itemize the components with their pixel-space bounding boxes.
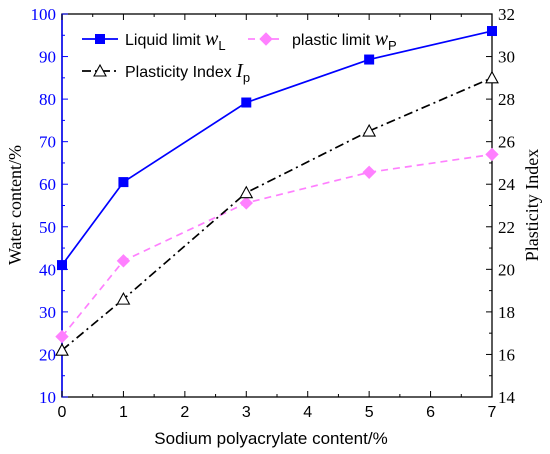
data-point (364, 54, 375, 65)
legend-label-subscript: p (243, 70, 250, 85)
data-point (57, 260, 67, 271)
y-left-tick-label: 80 (39, 90, 56, 109)
y-right-tick-label: 18 (498, 303, 515, 322)
x-tick-label: 6 (426, 404, 435, 421)
data-point (116, 291, 131, 305)
legend-label-text: plastic limit (292, 32, 375, 49)
data-point (485, 147, 499, 162)
legend-marker (259, 32, 273, 46)
legend-item-2: plastic limit wP (248, 28, 397, 53)
series-3 (55, 70, 499, 356)
y-right-tick-label: 24 (498, 175, 516, 194)
y-right-tick-label: 22 (498, 218, 515, 237)
y-right-tick-label: 20 (498, 260, 515, 279)
legend-label: plastic limit wP (292, 28, 397, 53)
x-tick-label: 5 (365, 404, 374, 421)
y-axis-right-label: Plasticity Index (522, 149, 542, 261)
series-layer (55, 26, 499, 356)
y-left-tick-label: 40 (39, 260, 56, 279)
legend-marker (93, 63, 107, 77)
y-right-tick-label: 14 (498, 388, 516, 407)
data-point (362, 123, 377, 137)
x-tick-label: 2 (180, 404, 189, 421)
y-left-tick-label: 70 (39, 133, 56, 152)
legend-label-subscript: L (218, 38, 225, 53)
legend-label-symbol: I (235, 60, 244, 82)
legend-label-text: Liquid limit (125, 32, 205, 49)
legend-label-symbol: w (375, 28, 389, 50)
x-tick-label: 4 (303, 404, 312, 421)
data-point (55, 329, 69, 344)
legend-item-3: Plasticity Index Ip (82, 60, 250, 85)
y-left-tick-label: 90 (39, 48, 56, 67)
data-point (239, 196, 253, 210)
y-left-tick-label: 100 (31, 5, 57, 24)
y-left-tick-label: 20 (39, 345, 56, 364)
x-tick-label: 1 (119, 404, 128, 421)
axes-layer: 0 1 2 3 4 5 6 7 10 20 30 40 50 60 70 80 90 100 14 16 18 20 22 2… (31, 5, 516, 421)
y-left-tick-label: 30 (39, 303, 56, 322)
x-tick-label: 0 (58, 404, 67, 421)
x-axis-label: Sodium polyacrylate content/% (154, 429, 387, 448)
series-line (61, 77, 493, 351)
data-point (362, 165, 376, 180)
legend-item-1: Liquid limit wL (82, 28, 226, 53)
data-point (241, 97, 252, 108)
legend-label-symbol: w (205, 28, 219, 50)
y-axis-left-label: Water content/% (5, 145, 25, 265)
y-right-tick-label: 16 (498, 345, 515, 364)
y-left-tick-label: 10 (39, 388, 56, 407)
data-point (485, 70, 499, 84)
legend-label-text: Plasticity Index (125, 64, 236, 81)
y-right-tick-label: 28 (498, 90, 515, 109)
series-1 (57, 26, 497, 271)
y-left-tick-label: 50 (39, 218, 56, 237)
legend-label: Plasticity Index Ip (125, 60, 250, 85)
legend-label: Liquid limit wL (125, 28, 226, 53)
legend-label-subscript: P (388, 38, 397, 53)
y-right-tick-label: 26 (498, 133, 515, 152)
x-tick-label: 7 (488, 404, 497, 421)
y-right-tick-label: 32 (498, 5, 515, 24)
series-2 (55, 147, 499, 344)
data-point (487, 26, 497, 37)
legend-marker (95, 34, 105, 44)
legend: Liquid limit wL plastic limit wPPlasticit… (82, 28, 397, 85)
y-right-tick-label: 30 (498, 48, 515, 67)
x-tick-label: 3 (242, 404, 251, 421)
data-point (118, 177, 129, 188)
data-point (116, 254, 131, 268)
data-point (55, 343, 69, 356)
y-left-tick-label: 60 (39, 175, 56, 194)
data-point (239, 185, 254, 199)
